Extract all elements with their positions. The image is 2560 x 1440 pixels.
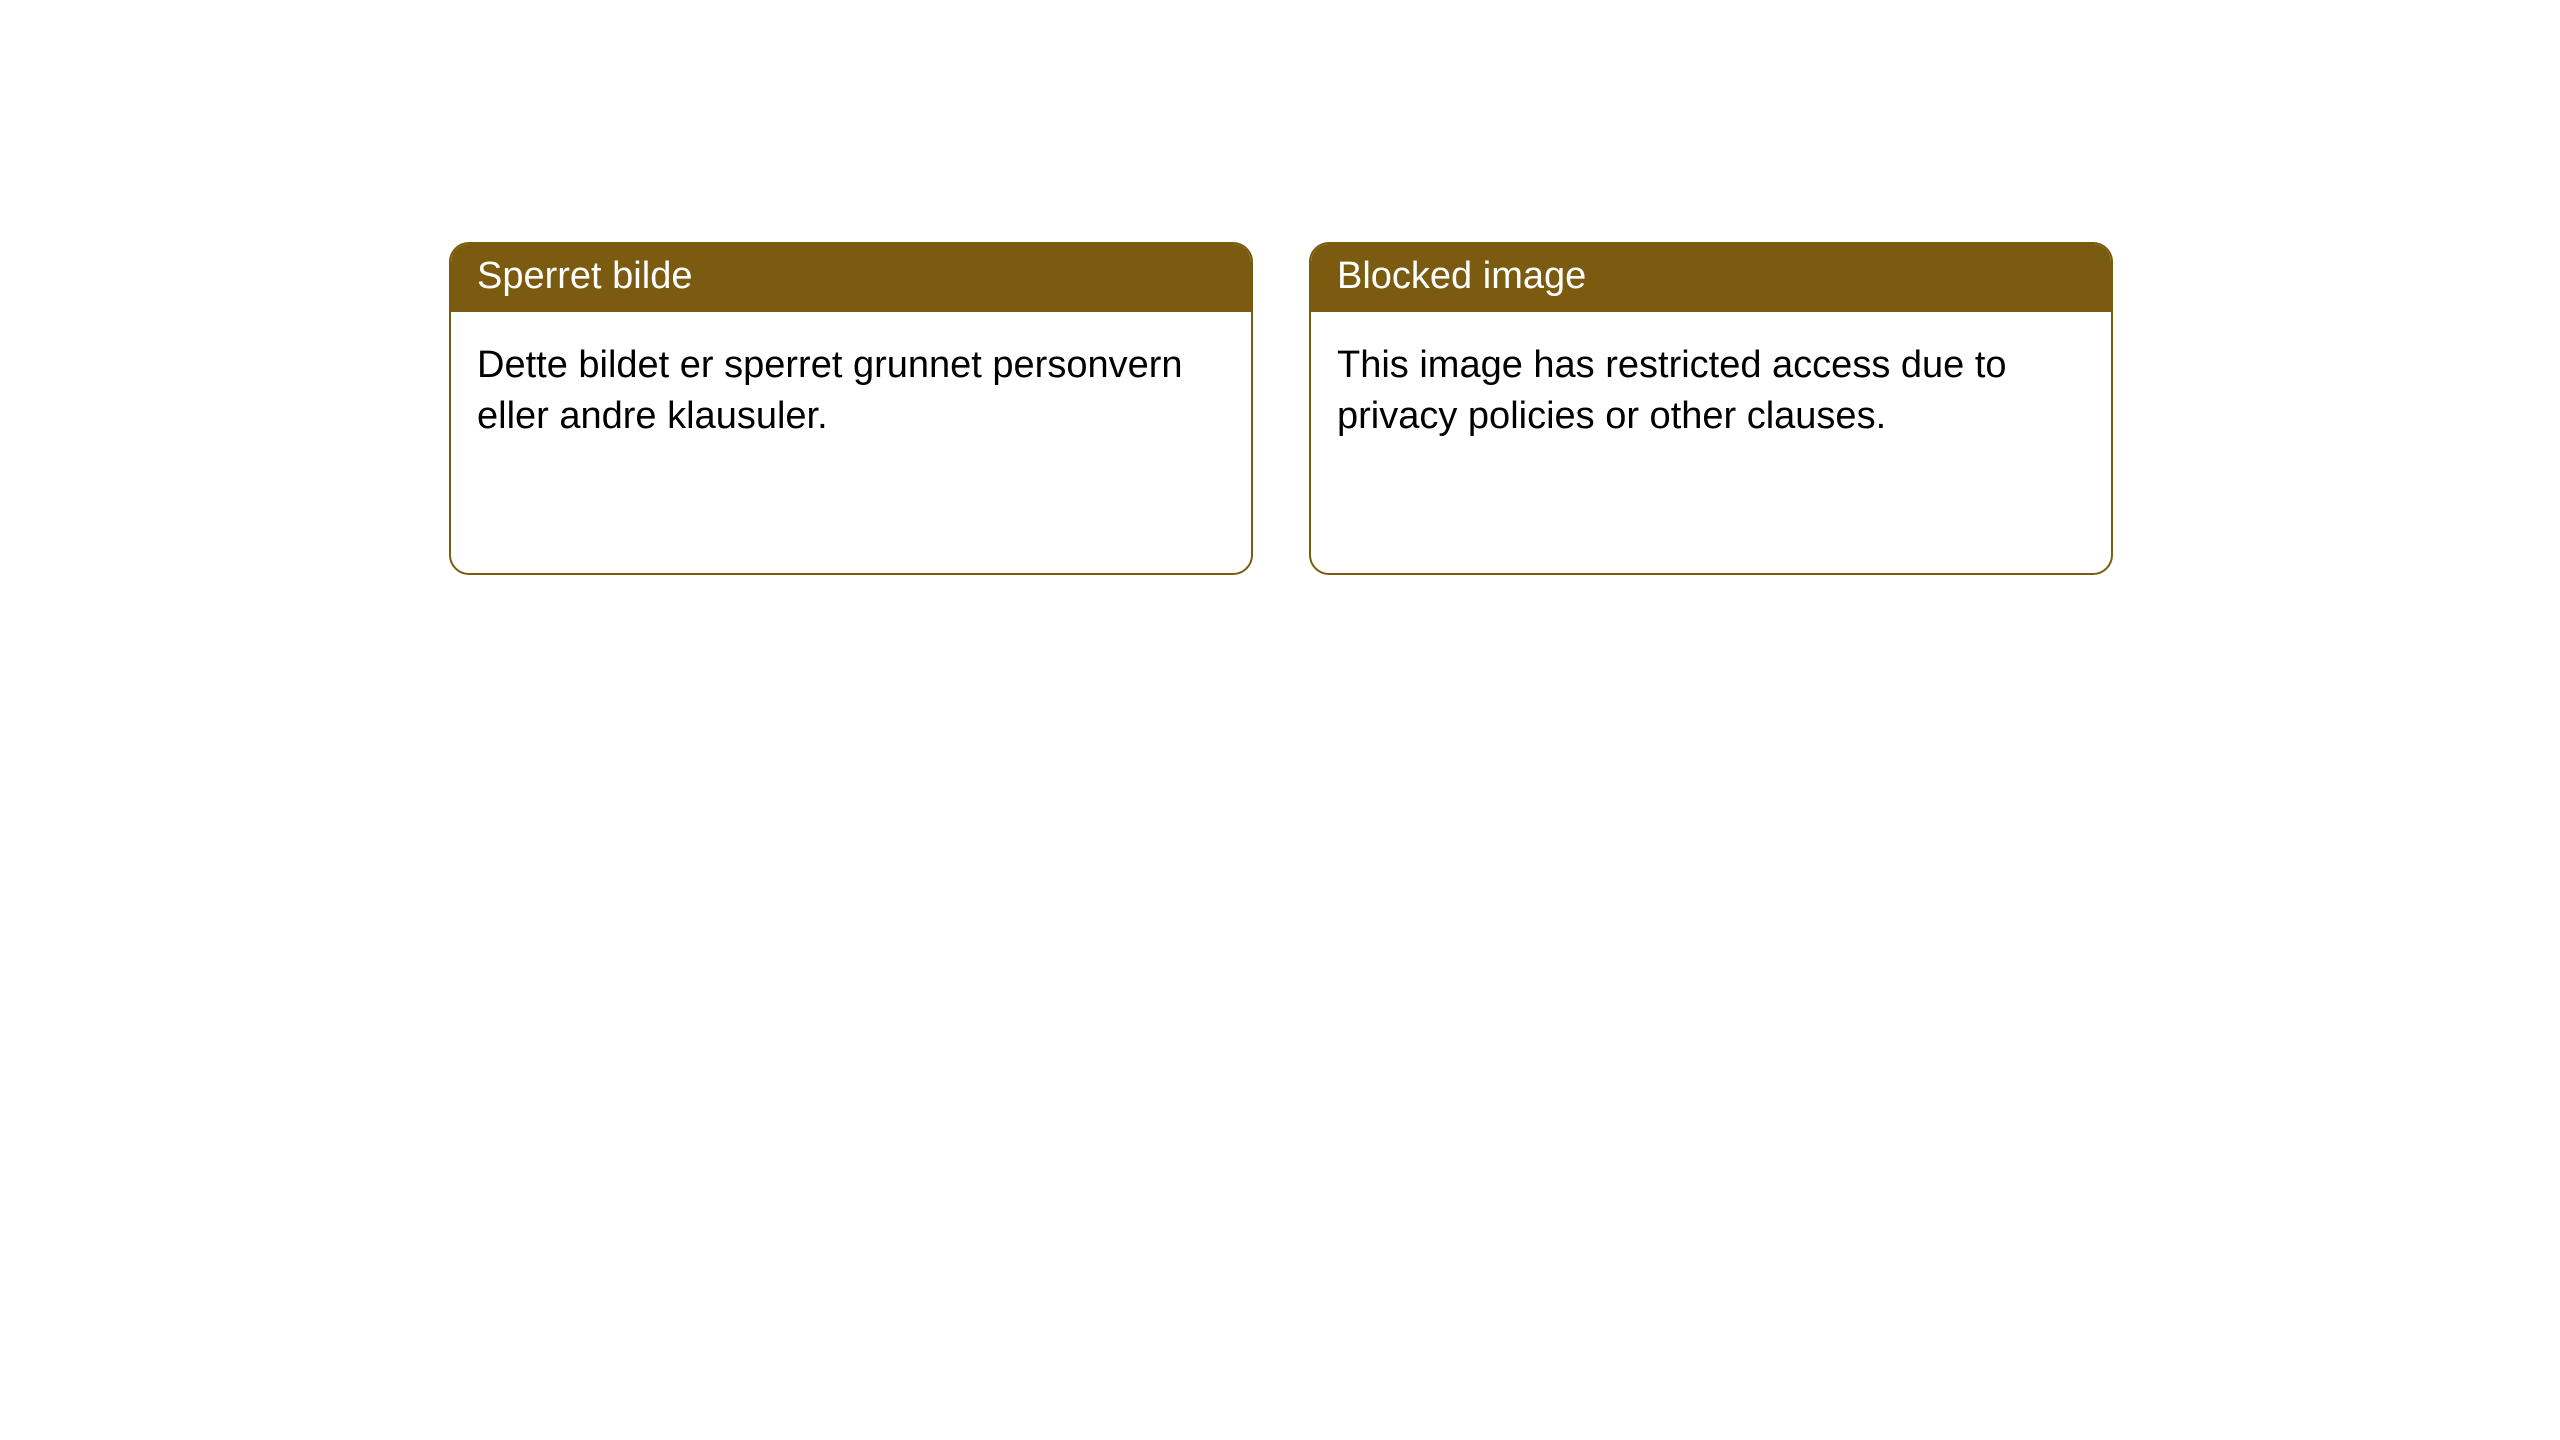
notice-title: Blocked image [1311,244,2111,312]
notice-body: This image has restricted access due to … [1311,312,2111,471]
notice-title: Sperret bilde [451,244,1251,312]
notice-card-english: Blocked image This image has restricted … [1309,242,2113,575]
notice-body: Dette bildet er sperret grunnet personve… [451,312,1251,471]
notice-card-norwegian: Sperret bilde Dette bildet er sperret gr… [449,242,1253,575]
notice-container: Sperret bilde Dette bildet er sperret gr… [0,0,2560,575]
